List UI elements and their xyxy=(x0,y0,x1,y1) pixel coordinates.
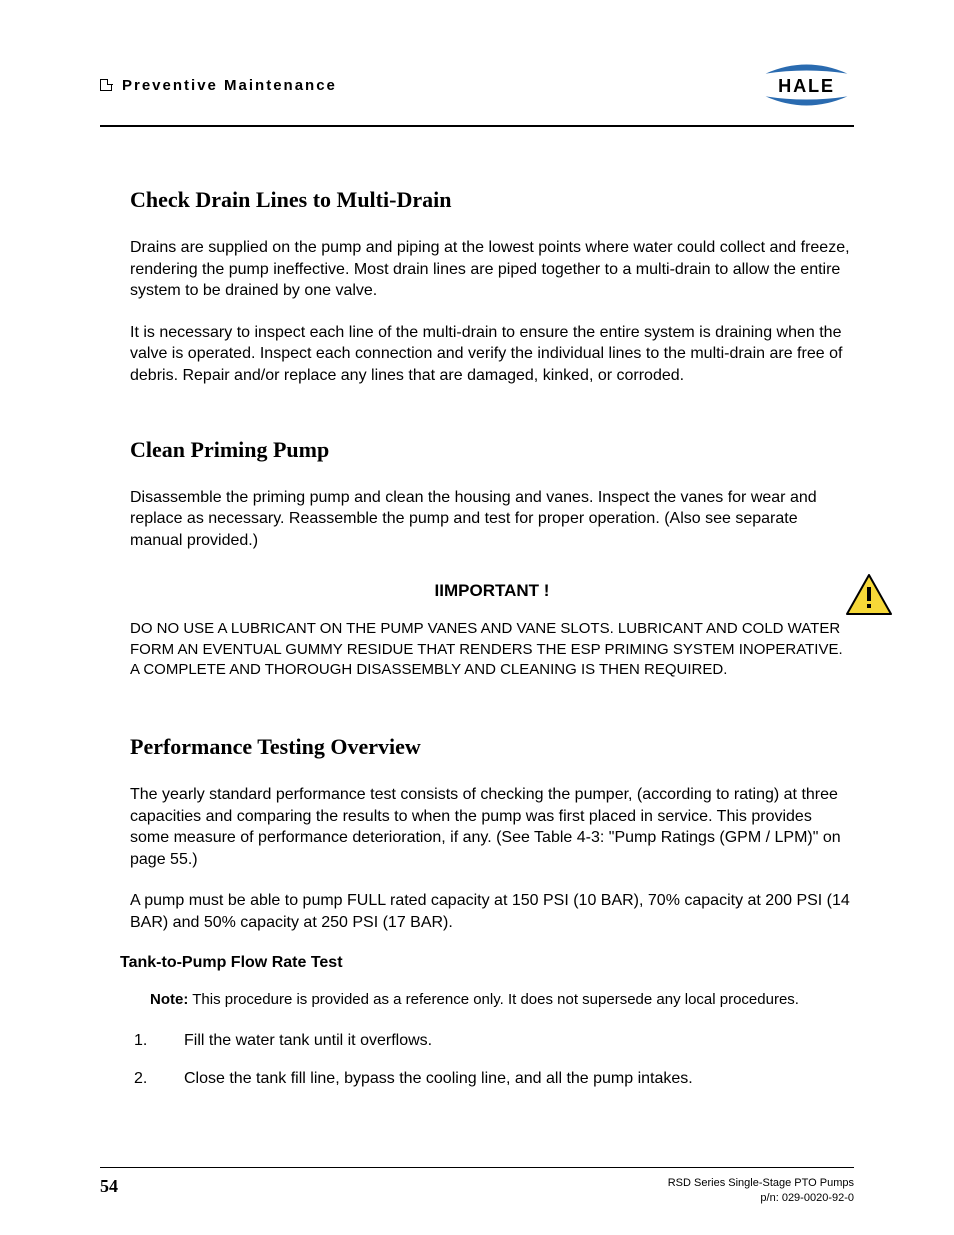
page: Preventive Maintenance HALE Check Drain … xyxy=(0,0,954,1235)
content-area: Check Drain Lines to Multi-Drain Drains … xyxy=(100,187,854,1089)
important-label: IIMPORTANT ! xyxy=(130,581,854,601)
tank-test-steps: 1. Fill the water tank until it overflow… xyxy=(134,1030,854,1089)
heading-drain-lines: Check Drain Lines to Multi-Drain xyxy=(130,187,854,213)
note-label: Note: xyxy=(150,991,188,1008)
important-text: DO NO USE A LUBRICANT ON THE PUMP VANES … xyxy=(130,619,854,680)
priming-paragraph-1: Disassemble the priming pump and clean t… xyxy=(130,487,854,552)
header-section-label: Preventive Maintenance xyxy=(100,77,337,94)
page-header: Preventive Maintenance HALE xyxy=(100,60,854,127)
hale-logo: HALE xyxy=(759,60,854,110)
footer-right: RSD Series Single-Stage PTO Pumps p/n: 0… xyxy=(668,1176,854,1205)
page-number: 54 xyxy=(100,1176,118,1197)
footer-product: RSD Series Single-Stage PTO Pumps xyxy=(668,1176,854,1190)
svg-text:HALE: HALE xyxy=(778,76,835,96)
performance-paragraph-2: A pump must be able to pump FULL rated c… xyxy=(130,890,854,933)
heading-performance: Performance Testing Overview xyxy=(130,734,854,760)
step-text: Fill the water tank until it overflows. xyxy=(184,1030,432,1052)
heading-tank-test: Tank-to-Pump Flow Rate Test xyxy=(120,954,854,972)
note-text: This procedure is provided as a referenc… xyxy=(192,991,799,1008)
list-item: 2. Close the tank fill line, bypass the … xyxy=(134,1068,854,1090)
footer-part-number: p/n: 029-0020-92-0 xyxy=(668,1191,854,1205)
drain-paragraph-1: Drains are supplied on the pump and pipi… xyxy=(130,237,854,302)
page-footer: 54 RSD Series Single-Stage PTO Pumps p/n… xyxy=(100,1167,854,1205)
list-item: 1. Fill the water tank until it overflow… xyxy=(134,1030,854,1052)
step-number: 2. xyxy=(134,1068,184,1090)
heading-priming-pump: Clean Priming Pump xyxy=(130,437,854,463)
step-number: 1. xyxy=(134,1030,184,1052)
tank-test-note: Note: This procedure is provided as a re… xyxy=(150,990,854,1010)
important-block: IIMPORTANT ! DO NO USE A LUBRICANT ON TH… xyxy=(130,581,854,680)
performance-paragraph-1: The yearly standard performance test con… xyxy=(130,784,854,870)
header-section-text: Preventive Maintenance xyxy=(122,77,337,94)
step-text: Close the tank fill line, bypass the coo… xyxy=(184,1068,693,1090)
warning-icon xyxy=(844,573,894,618)
drain-paragraph-2: It is necessary to inspect each line of … xyxy=(130,322,854,387)
bookmark-icon xyxy=(100,79,112,91)
